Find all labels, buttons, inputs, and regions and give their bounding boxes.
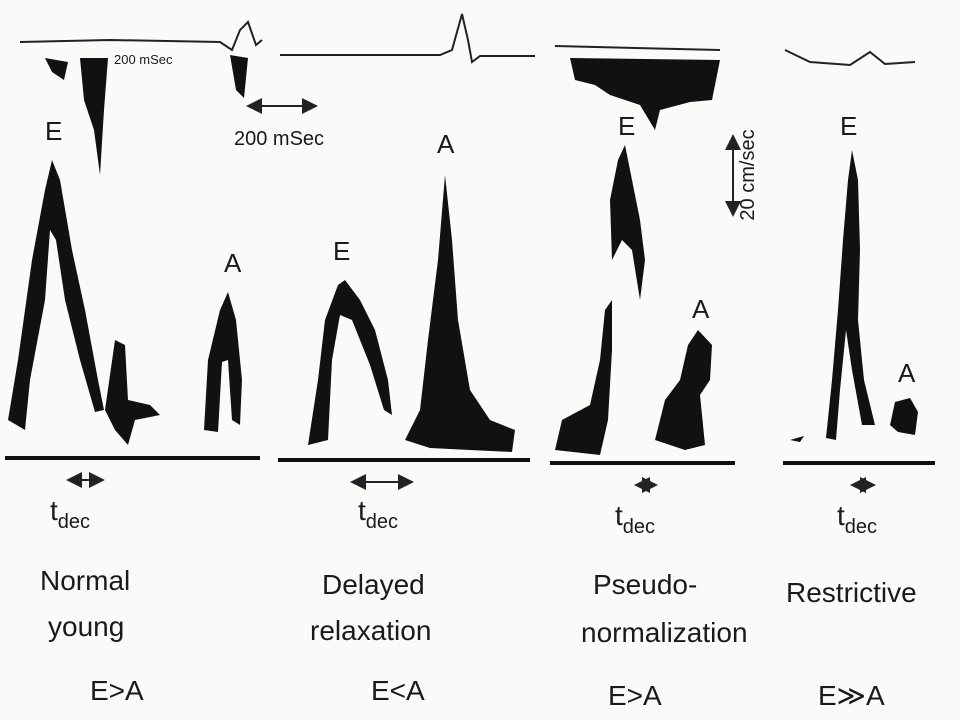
ecg-trace: [554, 45, 721, 51]
tdec-label: tdec: [615, 500, 655, 538]
e-label: E: [618, 111, 635, 141]
e-label: E: [333, 236, 350, 266]
doppler-signal: [105, 340, 160, 445]
a-wave: [790, 398, 918, 442]
e-label: E: [45, 116, 62, 146]
doppler-signal: [45, 55, 248, 175]
scale-label: 20 cm/sec: [737, 129, 759, 220]
e-wave: [555, 145, 645, 455]
panel-title: relaxation: [310, 615, 431, 646]
panel-title: young: [48, 611, 124, 642]
a-wave: [655, 330, 712, 450]
ratio-label: E<A: [371, 675, 425, 706]
e-label: E: [840, 111, 857, 141]
ecg-trace: [19, 20, 263, 52]
tdec-label: tdec: [358, 495, 398, 533]
ratio-label: E≫A: [818, 680, 885, 711]
a-label: A: [898, 358, 916, 388]
a-wave: [204, 292, 242, 432]
a-label: A: [692, 294, 710, 324]
e-wave: [826, 150, 875, 440]
scale-label: 200 mSec: [114, 52, 173, 67]
a-wave: [405, 175, 515, 452]
e-wave: [308, 280, 392, 445]
ratio-label: E>A: [90, 675, 144, 706]
doppler-signal: [570, 58, 720, 130]
panel-title: Normal: [40, 565, 130, 596]
panel-title: Restrictive: [786, 577, 917, 608]
a-label: A: [224, 248, 242, 278]
e-wave: [8, 160, 104, 430]
ecg-trace: [784, 49, 916, 67]
ratio-label: E>A: [608, 680, 662, 711]
ecg-trace: [280, 13, 535, 64]
tdec-label: tdec: [837, 500, 877, 538]
panel-title: Delayed: [322, 569, 425, 600]
a-label: A: [437, 129, 455, 159]
scale-label: 200 mSec: [234, 128, 324, 150]
tdec-label: tdec: [50, 495, 90, 533]
panel-title: normalization: [581, 617, 748, 648]
panel-title: Pseudo-: [593, 569, 697, 600]
